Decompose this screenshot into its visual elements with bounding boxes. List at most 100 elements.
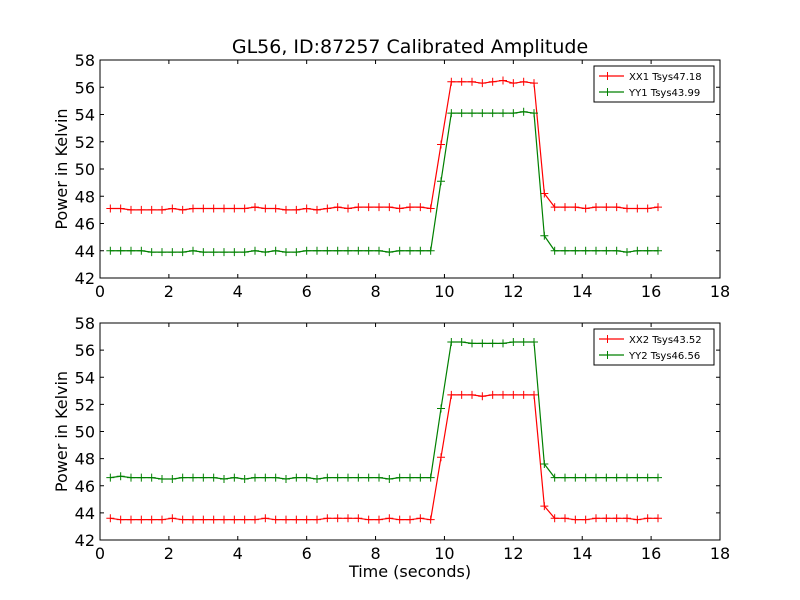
- top-series-1-point: [416, 203, 425, 212]
- top-x-tick-label: 6: [302, 282, 312, 301]
- top-legend-marker: [603, 72, 612, 80]
- top-series-1-point: [261, 204, 270, 213]
- top-series-2-point: [209, 248, 218, 257]
- top-series-1-point: [447, 77, 456, 86]
- top-x-tick-label: 0: [95, 282, 105, 301]
- bottom-legend: XX2 Tsys43.52 YY2 Tsys46.56: [593, 328, 715, 366]
- bottom-series-2-point: [189, 473, 197, 482]
- top-series-1-point: [468, 77, 476, 86]
- bottom-series-2-point: [478, 339, 487, 348]
- top-series-1-point: [654, 203, 662, 212]
- top-y-tick-label: 44: [75, 242, 95, 261]
- top-series-2-point: [271, 246, 280, 255]
- top-series-2-point: [602, 246, 611, 255]
- top-series-1-point: [519, 77, 528, 86]
- bottom-series-1-point: [199, 515, 208, 524]
- top-series-2-point: [530, 109, 538, 118]
- bottom-series-2-point: [323, 473, 332, 482]
- bottom-series-1-point: [426, 515, 435, 524]
- top-series-2-point: [178, 248, 187, 257]
- bottom-x-tick-label: 16: [641, 544, 661, 563]
- bottom-series-1-point: [313, 515, 321, 524]
- bottom-series-2-point: [530, 337, 538, 346]
- bottom-series-1-point: [478, 392, 487, 401]
- bottom-series-2-point: [612, 473, 621, 482]
- top-legend-marker: [603, 88, 612, 96]
- top-legend-box: [593, 65, 715, 103]
- bottom-series-2-point: [385, 474, 394, 483]
- top-x-tick-label: 12: [503, 282, 523, 301]
- top-series-2-point: [468, 109, 476, 118]
- figure-title: GL56, ID:87257 Calibrated Amplitude: [232, 36, 588, 58]
- bottom-series-1-point: [530, 390, 538, 399]
- bottom-series-2-point: [571, 473, 580, 482]
- bottom-series-2-point: [313, 474, 321, 483]
- top-series-2-point: [251, 246, 259, 255]
- top-series-2-point: [127, 246, 135, 255]
- top-series-1-point: [633, 204, 642, 213]
- bottom-series-1-point: [385, 514, 394, 523]
- top-series-2-point: [633, 246, 642, 255]
- bottom-series-2-point: [127, 473, 135, 482]
- bottom-series-2-point: [106, 473, 115, 482]
- bottom-y-tick-label: 44: [75, 504, 95, 523]
- top-y-tick-label: 50: [75, 160, 95, 179]
- top-series-2-point: [457, 109, 466, 118]
- top-series-1-point: [230, 204, 239, 213]
- top-series-1-point: [643, 204, 652, 213]
- bottom-series-1-point: [571, 515, 580, 524]
- top-series-2-point: [364, 246, 373, 255]
- bottom-series-1-point: [168, 514, 177, 523]
- top-x-tick-label: 8: [370, 282, 380, 301]
- bottom-series-1-point: [550, 514, 559, 523]
- bottom-series-1-point: [261, 514, 270, 523]
- top-series-1-point: [592, 203, 600, 212]
- top-series-1-markers: [106, 76, 662, 214]
- top-series-1-point: [509, 79, 518, 88]
- top-series-1-point: [292, 205, 301, 214]
- top-series-1-point: [385, 203, 394, 212]
- top-series-1-point: [158, 205, 166, 214]
- bottom-series-1-point: [364, 515, 373, 524]
- bottom-series-1-point: [282, 515, 290, 524]
- bottom-series-1-point: [344, 514, 352, 523]
- top-series-2-point: [375, 246, 383, 255]
- top-series-2-point: [323, 246, 332, 255]
- bottom-series-2-markers: [106, 337, 662, 483]
- top-series-2-point: [416, 246, 425, 255]
- bottom-series-2-point: [282, 474, 290, 483]
- bottom-legend-label: YY2 Tsys46.56: [628, 351, 700, 362]
- bottom-series-1-point: [457, 390, 466, 399]
- top-series-2-point: [643, 246, 652, 255]
- top-series-1-point: [199, 204, 208, 213]
- top-series-1-point: [406, 203, 414, 212]
- top-series-2-point: [509, 109, 518, 118]
- top-series-1-point: [137, 205, 146, 214]
- bottom-legend-marker: [603, 351, 612, 359]
- bottom-series-1-point: [127, 515, 135, 524]
- bottom-series-2-point: [230, 473, 239, 482]
- top-series-2-point: [499, 109, 507, 118]
- top-series-1-point: [178, 205, 187, 214]
- bottom-series-1-point: [354, 514, 363, 523]
- top-series-1-point: [271, 204, 280, 213]
- bottom-x-tick-label: 10: [434, 544, 454, 563]
- top-series-1-point: [220, 204, 228, 213]
- top-series-2-point: [395, 246, 404, 255]
- top-y-tick-label: 48: [75, 187, 95, 206]
- bottom-series-2-point: [488, 339, 497, 348]
- top-x-tick-label: 16: [641, 282, 661, 301]
- top-series-1-point: [499, 76, 507, 85]
- bottom-series-1-point: [271, 515, 280, 524]
- bottom-y-axis-label: Power in Kelvin: [52, 371, 71, 492]
- bottom-series-1-point: [137, 515, 146, 524]
- bottom-series-1-point: [240, 515, 249, 524]
- bottom-series-2-point: [147, 473, 156, 482]
- bottom-series-1-point: [654, 514, 662, 523]
- bottom-series-2-point: [168, 474, 177, 483]
- bottom-series-2-point: [519, 337, 528, 346]
- bottom-series-2-point: [333, 473, 342, 482]
- top-series-2-line: [110, 111, 658, 253]
- bottom-y-tick-label: 48: [75, 450, 95, 469]
- bottom-series-1-point: [623, 514, 631, 523]
